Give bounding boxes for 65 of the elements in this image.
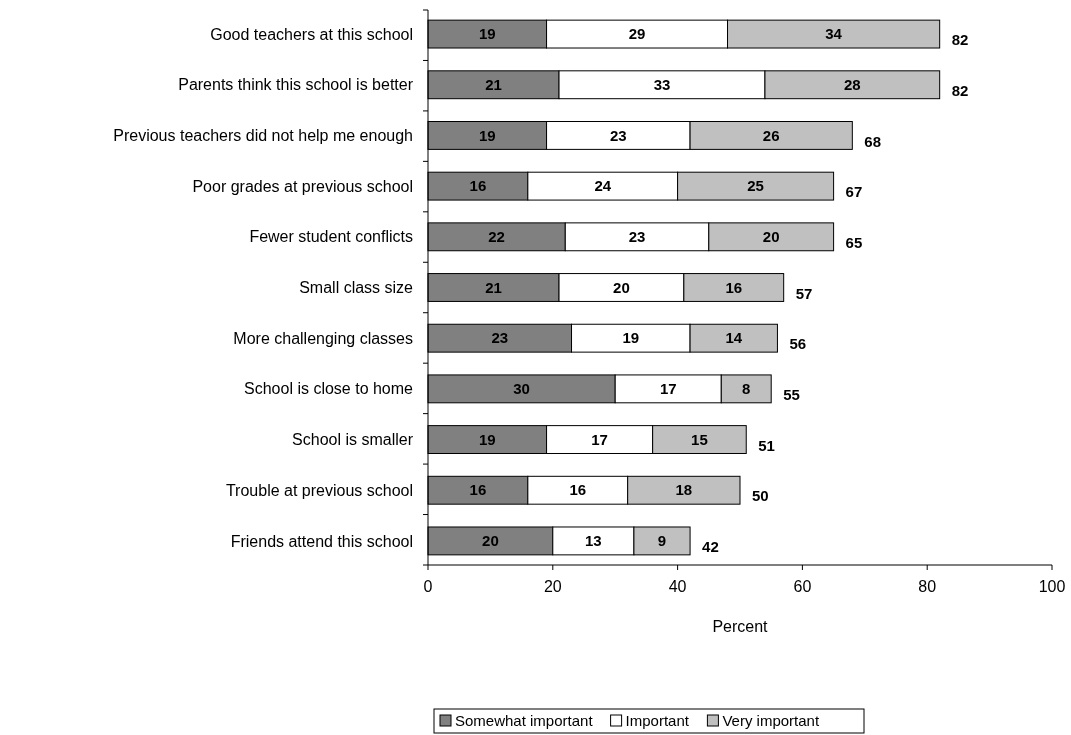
data-label: 29 <box>628 25 646 43</box>
data-label: 16 <box>725 278 743 296</box>
legend-label: Important <box>625 712 690 730</box>
data-label: 8 <box>742 380 751 398</box>
legend-label: Very important <box>722 712 820 730</box>
data-label: 23 <box>628 228 646 246</box>
data-label: 23 <box>491 329 509 347</box>
data-label: 30 <box>513 380 530 398</box>
data-label: 17 <box>591 430 608 448</box>
y-tick-label: Trouble at previous school <box>225 481 413 499</box>
data-label: 16 <box>569 481 587 499</box>
total-label: 82 <box>951 31 969 49</box>
data-label: 16 <box>469 177 487 195</box>
x-tick-label: 20 <box>543 578 562 595</box>
data-label: 19 <box>622 329 640 347</box>
y-tick-label: School is close to home <box>244 380 414 398</box>
data-label: 22 <box>488 228 505 246</box>
x-axis-title: Percent <box>712 618 769 635</box>
data-label: 21 <box>485 76 502 94</box>
data-label: 17 <box>659 380 677 398</box>
data-label: 25 <box>747 177 764 195</box>
data-label: 20 <box>613 278 630 296</box>
y-tick-label: School is smaller <box>292 431 414 449</box>
data-label: 15 <box>691 430 708 448</box>
x-tick-label: 40 <box>668 578 687 595</box>
data-label: 33 <box>653 76 671 94</box>
total-label: 57 <box>795 284 813 302</box>
legend-label: Somewhat important <box>455 712 594 730</box>
x-tick-label: 80 <box>918 578 937 595</box>
data-label: 19 <box>478 126 496 144</box>
data-label: 21 <box>485 278 502 296</box>
total-label: 82 <box>951 82 969 100</box>
total-label: 65 <box>845 234 863 252</box>
data-label: 20 <box>482 532 499 550</box>
y-tick-label: Previous teachers did not help me enough <box>113 127 413 145</box>
data-label: 18 <box>675 481 693 499</box>
data-label: 19 <box>478 430 496 448</box>
y-tick-label: Poor grades at previous school <box>192 177 413 195</box>
data-label: 26 <box>762 126 780 144</box>
total-label: 50 <box>752 487 769 505</box>
total-label: 42 <box>702 538 719 556</box>
total-label: 51 <box>758 436 775 454</box>
y-tick-label: Good teachers at this school <box>210 25 413 43</box>
data-label: 20 <box>762 228 780 246</box>
data-label: 9 <box>657 532 667 550</box>
total-label: 67 <box>845 183 863 201</box>
data-label: 14 <box>725 329 743 347</box>
data-label: 13 <box>585 532 602 550</box>
y-tick-label: More challenging classes <box>233 329 413 347</box>
total-label: 56 <box>789 335 807 353</box>
data-label: 16 <box>469 481 487 499</box>
x-tick-label: 0 <box>423 578 433 595</box>
x-tick-label: 100 <box>1038 578 1066 595</box>
total-label: 68 <box>864 132 882 150</box>
y-tick-label: Fewer student conflicts <box>249 228 413 246</box>
x-tick-label: 60 <box>793 578 812 595</box>
y-tick-label: Parents think this school is better <box>178 76 414 94</box>
y-tick-label: Small class size <box>299 279 414 297</box>
data-label: 19 <box>478 25 496 43</box>
total-label: 55 <box>783 386 800 404</box>
data-label: 28 <box>843 76 861 94</box>
data-label: 24 <box>594 177 612 195</box>
y-tick-label: Friends attend this school <box>230 532 413 550</box>
data-label: 23 <box>609 126 627 144</box>
data-label: 34 <box>825 25 843 43</box>
